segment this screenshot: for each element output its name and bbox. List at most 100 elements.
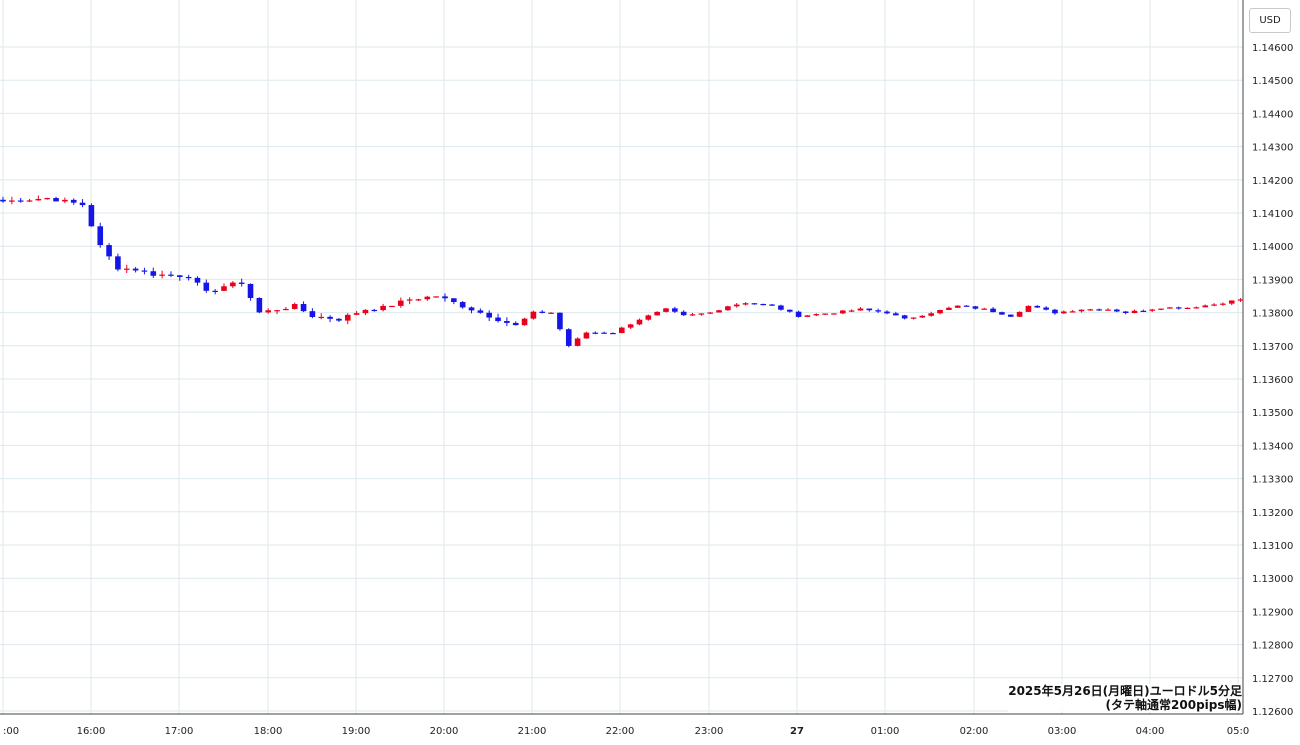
candle xyxy=(1043,306,1049,311)
candle-body-down xyxy=(999,312,1005,315)
x-tick-label: 17:00 xyxy=(165,726,194,737)
candle xyxy=(866,308,873,312)
candle-body-up xyxy=(1228,300,1235,304)
candle xyxy=(1061,310,1067,314)
y-tick-label: 1.14100 xyxy=(1252,209,1293,220)
candle xyxy=(265,308,271,314)
candle-body-down xyxy=(778,305,784,310)
candle xyxy=(247,283,254,301)
candle-body-down xyxy=(212,290,218,293)
candle-body-up xyxy=(1167,307,1173,309)
y-tick-label: 1.14400 xyxy=(1252,109,1293,120)
candle xyxy=(804,315,811,317)
candle-body-down xyxy=(17,200,24,202)
candle xyxy=(946,306,952,310)
candle xyxy=(840,310,846,315)
candle xyxy=(919,315,926,318)
candle-body-down xyxy=(866,308,873,311)
candle xyxy=(937,309,943,315)
candle-body-down xyxy=(442,296,448,299)
candle-body-up xyxy=(627,324,634,328)
currency-badge[interactable]: USD xyxy=(1249,8,1291,33)
candle-body-down xyxy=(680,311,687,316)
y-tick-label: 1.13700 xyxy=(1252,342,1293,353)
candle xyxy=(999,311,1005,315)
candle-body-up xyxy=(663,308,669,312)
candle-body-up xyxy=(291,304,298,309)
x-tick-label: 05:0 xyxy=(1227,726,1249,737)
candle-body-up xyxy=(1220,303,1226,305)
candle-body-down xyxy=(592,332,599,334)
candle-body-down xyxy=(769,304,775,306)
candle-body-down xyxy=(79,202,86,206)
candle xyxy=(230,281,236,289)
candle xyxy=(274,310,280,315)
candle xyxy=(990,307,996,313)
candle xyxy=(557,312,563,331)
candle-body-up xyxy=(35,198,42,201)
candle-body-down xyxy=(1175,307,1182,309)
candle-body-up xyxy=(848,310,855,312)
candle xyxy=(601,331,607,334)
candle xyxy=(1078,309,1085,313)
candle-body-up xyxy=(26,200,33,202)
candle xyxy=(177,275,183,281)
candle xyxy=(901,314,908,320)
candle-body-down xyxy=(786,309,793,312)
candle xyxy=(389,305,395,308)
candle-body-down xyxy=(990,308,996,313)
candle-body-up xyxy=(645,315,652,320)
candle-body-up xyxy=(857,308,864,311)
y-tick-label: 1.14300 xyxy=(1252,143,1293,154)
candle xyxy=(17,197,24,203)
candle-body-up xyxy=(1105,309,1111,311)
candle xyxy=(583,331,590,339)
candle xyxy=(1114,308,1120,313)
candle-body-up xyxy=(159,274,165,276)
candle-body-up xyxy=(1061,311,1067,314)
candle-body-up xyxy=(804,315,811,317)
candle xyxy=(910,317,917,320)
candle xyxy=(504,317,510,327)
candle-body-up xyxy=(398,300,404,306)
candle-body-up xyxy=(654,311,660,316)
candle-body-up xyxy=(716,310,722,313)
candle xyxy=(309,308,316,319)
candle xyxy=(283,306,289,311)
candle-body-down xyxy=(451,298,457,303)
candle-body-up xyxy=(283,308,289,311)
candle-body-up xyxy=(831,313,837,315)
candle xyxy=(459,300,466,309)
candle xyxy=(141,267,148,275)
candle-body-up xyxy=(1069,311,1076,313)
candle xyxy=(327,315,333,323)
candle xyxy=(636,318,643,326)
candle xyxy=(194,276,201,286)
candle-body-up xyxy=(954,305,961,308)
candle-body-up xyxy=(1087,309,1094,311)
candle-body-down xyxy=(539,311,546,313)
candle xyxy=(1122,311,1129,315)
candle xyxy=(398,297,404,308)
candle-body-down xyxy=(512,322,519,326)
candle-body-down xyxy=(672,308,678,312)
candle xyxy=(168,271,174,278)
candle xyxy=(733,302,740,308)
candle-body-up xyxy=(689,314,696,316)
candle xyxy=(972,305,979,310)
candle-body-up xyxy=(733,304,740,307)
candle xyxy=(725,305,731,311)
candle xyxy=(857,307,864,311)
candle-body-up xyxy=(742,303,749,305)
candle-body-up xyxy=(424,296,431,300)
y-tick-label: 1.13300 xyxy=(1252,475,1293,486)
candle xyxy=(672,306,678,314)
candle xyxy=(963,305,970,307)
candle-body-down xyxy=(132,268,139,271)
candle xyxy=(698,313,705,316)
candle-body-down xyxy=(247,283,254,298)
candle xyxy=(884,310,890,315)
candle xyxy=(70,198,77,205)
